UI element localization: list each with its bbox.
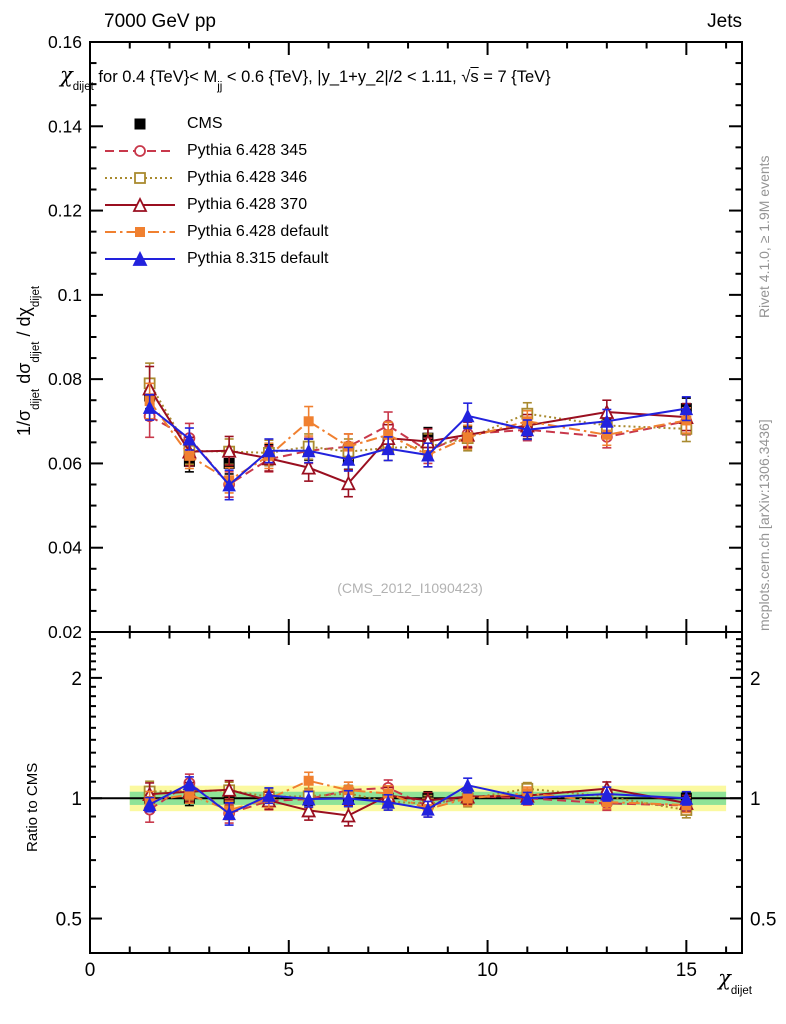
tick-label: 0.04 [48, 538, 82, 558]
title-segment: < 0.6 {TeV}, |y_1+y_2|/2 < 1.11, [222, 68, 462, 86]
legend-item-pythia6-345: Pythia 6.428 345 [103, 137, 328, 164]
legend-label: Pythia 6.428 370 [187, 195, 308, 213]
ratio-axis-title: Ratio to CMS [24, 762, 41, 852]
analysis-category-label: Jets [707, 11, 742, 32]
tick-label: 0.14 [48, 116, 82, 136]
beam-energy-label: 7000 GeV pp [104, 11, 216, 32]
tick-label: 0.5 [750, 910, 776, 931]
ylabel-sub: dijet [29, 341, 42, 363]
legend-item-pythia6-346: Pythia 6.428 346 [103, 164, 328, 191]
sqrt-symbol: √ [461, 68, 471, 86]
legend-label: Pythia 6.428 default [187, 222, 329, 240]
legend: CMS Pythia 6.428 345 Pythia 6.428 346 Py… [103, 110, 328, 272]
ylabel-sub: dijet [29, 285, 42, 308]
legend-marker-pythia6-346 [103, 168, 177, 188]
chi-symbol: χ [718, 966, 731, 990]
tick-label: 2 [71, 669, 82, 690]
legend-marker-pythia6-345 [103, 141, 177, 161]
tick-label: 1 [71, 789, 82, 810]
ylabel-part: dσ [14, 362, 34, 389]
legend-marker-pythia6-370 [103, 195, 177, 215]
legend-label: Pythia 6.428 345 [187, 141, 308, 159]
tick-label: 0.12 [48, 201, 82, 221]
ylabel-sub: dijet [29, 388, 42, 410]
tick-label: 0.16 [48, 32, 82, 52]
legend-item-pythia8-default: Pythia 8.315 default [103, 245, 328, 272]
title-segment: for 0.4 {TeV}< M [93, 68, 218, 86]
legend-marker-cms [103, 114, 177, 134]
tick-label: 0.06 [48, 453, 82, 473]
legend-item-pythia6-default: Pythia 6.428 default [103, 218, 328, 245]
tick-label: 0.08 [48, 369, 82, 389]
tick-label: 15 [676, 960, 697, 981]
analysis-id-watermark: (CMS_2012_I1090423) [337, 580, 483, 596]
legend-label: Pythia 6.428 346 [187, 168, 308, 186]
tick-label: 1 [750, 789, 761, 810]
tick-label: 10 [477, 960, 498, 981]
legend-label: Pythia 8.315 default [187, 249, 329, 267]
tick-label: 0.5 [56, 910, 82, 931]
rivet-version-note: Rivet 4.1.0, ≥ 1.9M events [756, 155, 772, 318]
tick-label: 0.02 [48, 622, 82, 642]
ylabel-part: / dχ [14, 307, 34, 342]
ylabel-part: 1/σ [14, 409, 34, 436]
ratio-panel-frame [89, 631, 743, 954]
title-segment: = 7 {TeV} [478, 68, 551, 86]
x-axis-title: χdijet [718, 966, 752, 997]
series-pythia-8-315-default [142, 776, 694, 826]
tick-label: 0 [85, 960, 96, 981]
plot-title: χdijet for 0.4 {TeV}< Mjj < 0.6 {TeV}, |… [60, 63, 551, 93]
chi-symbol: χ [60, 63, 73, 87]
legend-marker-pythia8-default [103, 249, 177, 269]
sqrt-argument: s [470, 68, 479, 86]
tick-label: 0.1 [58, 285, 82, 305]
legend-marker-pythia6-default [103, 222, 177, 242]
chi-subscript: dijet [730, 985, 752, 997]
tick-label: 5 [283, 960, 294, 981]
chi-subscript: dijet [72, 81, 94, 94]
legend-label: CMS [187, 114, 223, 132]
y-axis-title: 1/σdijet dσdijet / dχdijet [14, 286, 42, 436]
series-pythia-8-315-default [142, 393, 694, 501]
legend-item-pythia6-370: Pythia 6.428 370 [103, 191, 328, 218]
legend-item-cms: CMS [103, 110, 328, 137]
mjj-subscript: jj [217, 81, 223, 94]
tick-label: 2 [750, 669, 761, 690]
mcplots-arxiv-note: mcplots.cern.ch [arXiv:1306.3436] [756, 419, 772, 631]
